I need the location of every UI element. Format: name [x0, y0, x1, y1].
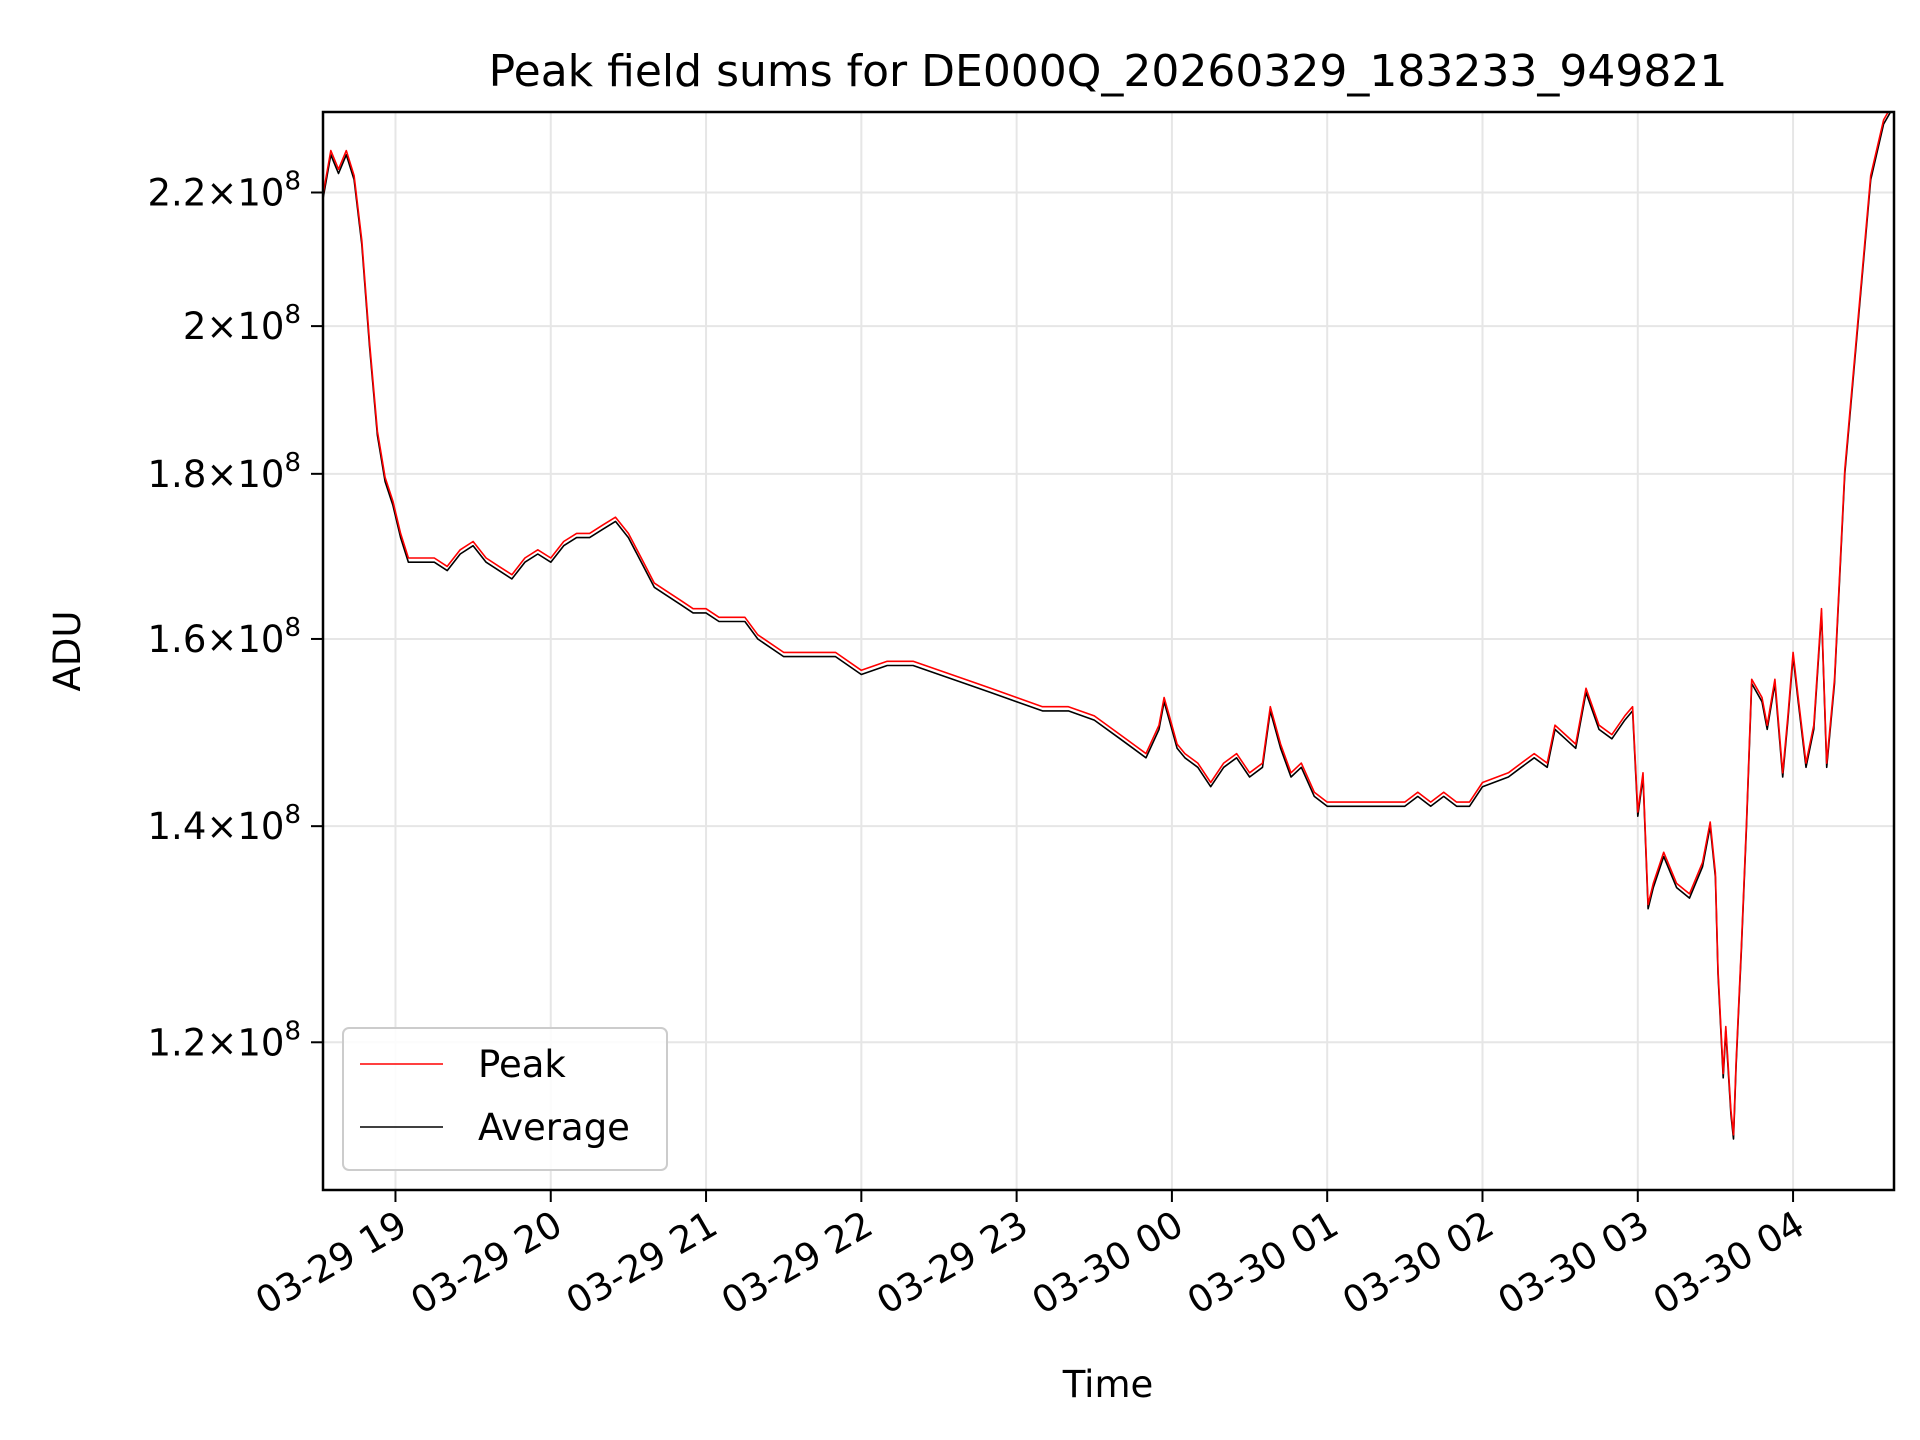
y-tick-label: 1.8×108 — [148, 448, 301, 496]
y-tick-label: 2×108 — [183, 300, 301, 348]
plot-area-frame — [321, 110, 1896, 1192]
grid-layer — [323, 112, 1894, 1190]
y-axis-title: ADU — [46, 611, 89, 692]
chart-title: Peak field sums for DE000Q_20260329_1832… — [489, 46, 1728, 97]
y-tick-label: 1.4×108 — [148, 800, 301, 848]
x-axis-title: Time — [1062, 1363, 1154, 1406]
legend-label-average: Average — [478, 1106, 630, 1149]
series-line-peak — [323, 112, 1890, 1136]
y-tick-label: 2.2×108 — [148, 166, 301, 214]
legend-label-peak: Peak — [478, 1043, 566, 1086]
y-tick-label: 1.6×108 — [148, 613, 301, 661]
series-layer — [323, 112, 1892, 1140]
y-axis: 1.2×108 1.4×108 1.6×108 1.8×108 2×108 2.2×108 — [148, 166, 323, 1064]
y-tick-label: 1.2×108 — [148, 1016, 301, 1064]
legend: Peak Average — [342, 1027, 668, 1171]
